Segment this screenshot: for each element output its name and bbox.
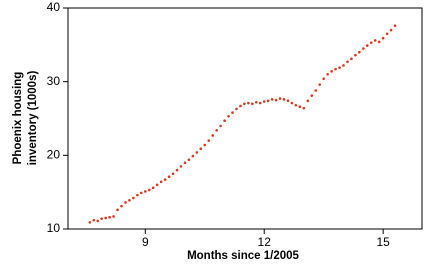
data-point bbox=[247, 101, 250, 105]
data-point bbox=[373, 39, 377, 42]
data-point bbox=[191, 154, 195, 158]
x-tick-label: 9 bbox=[142, 235, 149, 249]
data-point bbox=[322, 77, 325, 81]
data-point bbox=[144, 190, 147, 193]
data-point bbox=[235, 107, 238, 111]
data-point bbox=[147, 188, 151, 192]
data-point bbox=[365, 44, 369, 47]
y-tick-label: 10 bbox=[47, 221, 61, 235]
data-point bbox=[346, 60, 349, 64]
data-point bbox=[290, 101, 294, 105]
x-tick-label: 12 bbox=[258, 235, 272, 249]
plot-frame bbox=[67, 7, 423, 230]
data-point bbox=[310, 94, 314, 97]
data-point bbox=[159, 180, 163, 184]
data-point bbox=[302, 106, 306, 110]
data-point bbox=[239, 104, 242, 108]
data-point bbox=[108, 215, 111, 219]
data-point bbox=[219, 124, 222, 128]
data-point bbox=[199, 147, 203, 151]
data-point bbox=[151, 186, 155, 190]
data-point bbox=[286, 99, 290, 103]
data-point bbox=[120, 204, 123, 208]
data-point bbox=[124, 201, 127, 204]
data-point bbox=[223, 119, 226, 123]
data-point bbox=[266, 99, 270, 103]
data-point bbox=[354, 53, 357, 57]
x-tick-label: 15 bbox=[376, 235, 390, 249]
data-point bbox=[183, 161, 187, 164]
data-point bbox=[369, 41, 373, 44]
data-point bbox=[116, 208, 119, 212]
data-point bbox=[262, 100, 266, 103]
data-point bbox=[92, 218, 96, 222]
data-point bbox=[362, 47, 365, 50]
data-point bbox=[171, 172, 175, 176]
data-point bbox=[128, 198, 131, 202]
data-point bbox=[163, 178, 167, 181]
data-point bbox=[104, 216, 107, 220]
data-point bbox=[251, 102, 254, 106]
data-point bbox=[140, 191, 143, 195]
data-point bbox=[389, 28, 393, 32]
data-point bbox=[338, 66, 341, 69]
data-point bbox=[270, 98, 274, 101]
data-point bbox=[243, 102, 246, 106]
data-point bbox=[175, 168, 179, 172]
data-point bbox=[207, 139, 211, 142]
data-point bbox=[112, 215, 115, 218]
data-point bbox=[88, 221, 92, 224]
y-axis-label: inventory (1000s) bbox=[27, 71, 39, 166]
data-point bbox=[231, 111, 234, 114]
data-point bbox=[274, 98, 278, 102]
data-point bbox=[227, 114, 230, 118]
y-tick-label: 30 bbox=[47, 74, 61, 88]
data-point bbox=[278, 97, 282, 100]
data-point bbox=[318, 83, 322, 86]
data-point bbox=[215, 128, 218, 132]
data-point bbox=[334, 67, 337, 71]
data-point bbox=[294, 103, 298, 107]
x-axis-label: Months since 1/2005 bbox=[187, 250, 299, 262]
y-tick-label: 20 bbox=[47, 148, 61, 162]
data-point bbox=[195, 151, 199, 154]
data-point bbox=[96, 219, 100, 223]
y-axis-label: Phoenix housing bbox=[12, 72, 24, 165]
data-point bbox=[393, 24, 397, 27]
data-point bbox=[298, 105, 302, 109]
data-point bbox=[136, 193, 139, 197]
data-point bbox=[330, 70, 333, 73]
data-point bbox=[132, 196, 135, 200]
data-point bbox=[326, 73, 329, 76]
data-point bbox=[203, 143, 207, 147]
data-point bbox=[258, 101, 262, 105]
data-point bbox=[155, 183, 159, 187]
data-point bbox=[342, 64, 345, 67]
y-tick-label: 40 bbox=[47, 0, 61, 14]
data-point bbox=[254, 100, 258, 104]
data-point bbox=[358, 50, 361, 54]
data-point bbox=[350, 57, 353, 61]
data-point bbox=[314, 89, 318, 92]
data-point bbox=[167, 175, 171, 178]
data-point bbox=[377, 40, 381, 44]
data-point bbox=[306, 99, 310, 103]
data-point bbox=[187, 158, 191, 162]
data-point bbox=[385, 32, 389, 36]
data-point bbox=[211, 134, 214, 137]
data-point bbox=[381, 36, 385, 40]
data-point bbox=[100, 217, 103, 220]
data-point bbox=[179, 165, 183, 168]
data-point bbox=[282, 98, 286, 101]
